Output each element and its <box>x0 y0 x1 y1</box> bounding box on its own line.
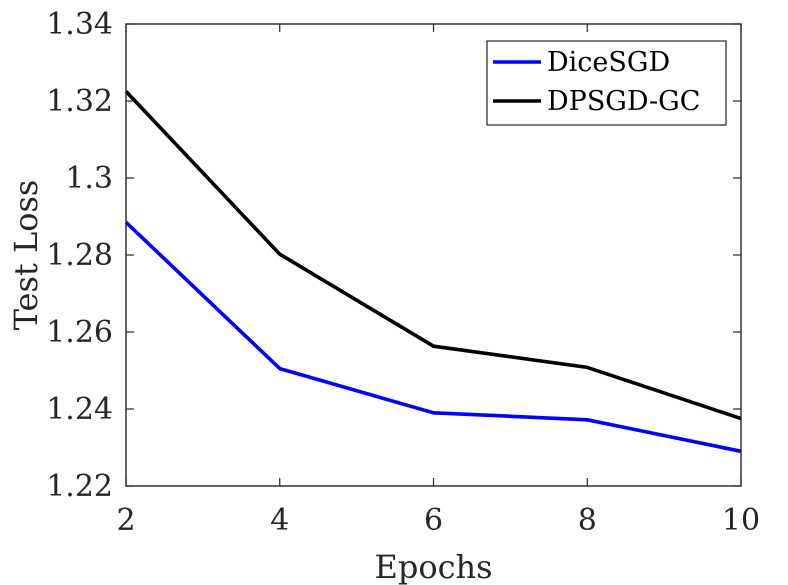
y-tick-label: 1.3 <box>65 161 113 196</box>
x-tick-label: 10 <box>722 503 760 538</box>
y-tick-label: 1.22 <box>46 469 113 504</box>
axis-ticks: 2 4 6 8 10 1.22 1.24 1.26 1.28 1.3 1.32 1.34 <box>46 7 760 538</box>
plot-lines <box>124 90 742 454</box>
x-tick-label: 2 <box>116 503 135 538</box>
x-tick-label: 8 <box>578 503 597 538</box>
y-tick-label: 1.28 <box>46 238 113 273</box>
legend-box <box>486 40 727 126</box>
legend: DiceSGD DPSGD-GC <box>486 40 727 126</box>
y-tick-label: 1.32 <box>46 84 113 119</box>
y-tick-label: 1.26 <box>46 315 113 350</box>
x-tick-label: 4 <box>270 503 289 538</box>
legend-label-dpsgd-gc: DPSGD-GC <box>547 86 700 117</box>
y-tick-label: 1.34 <box>46 7 113 42</box>
series-line-dicesgd <box>124 220 742 454</box>
y-tick-label: 1.24 <box>46 392 113 427</box>
y-axis-title: Test Loss <box>7 180 45 331</box>
legend-label-dicesgd: DiceSGD <box>547 47 670 78</box>
series-line-dpsgd-gc <box>124 90 742 421</box>
x-tick-label: 6 <box>424 503 443 538</box>
x-axis-title: Epochs <box>374 548 492 585</box>
